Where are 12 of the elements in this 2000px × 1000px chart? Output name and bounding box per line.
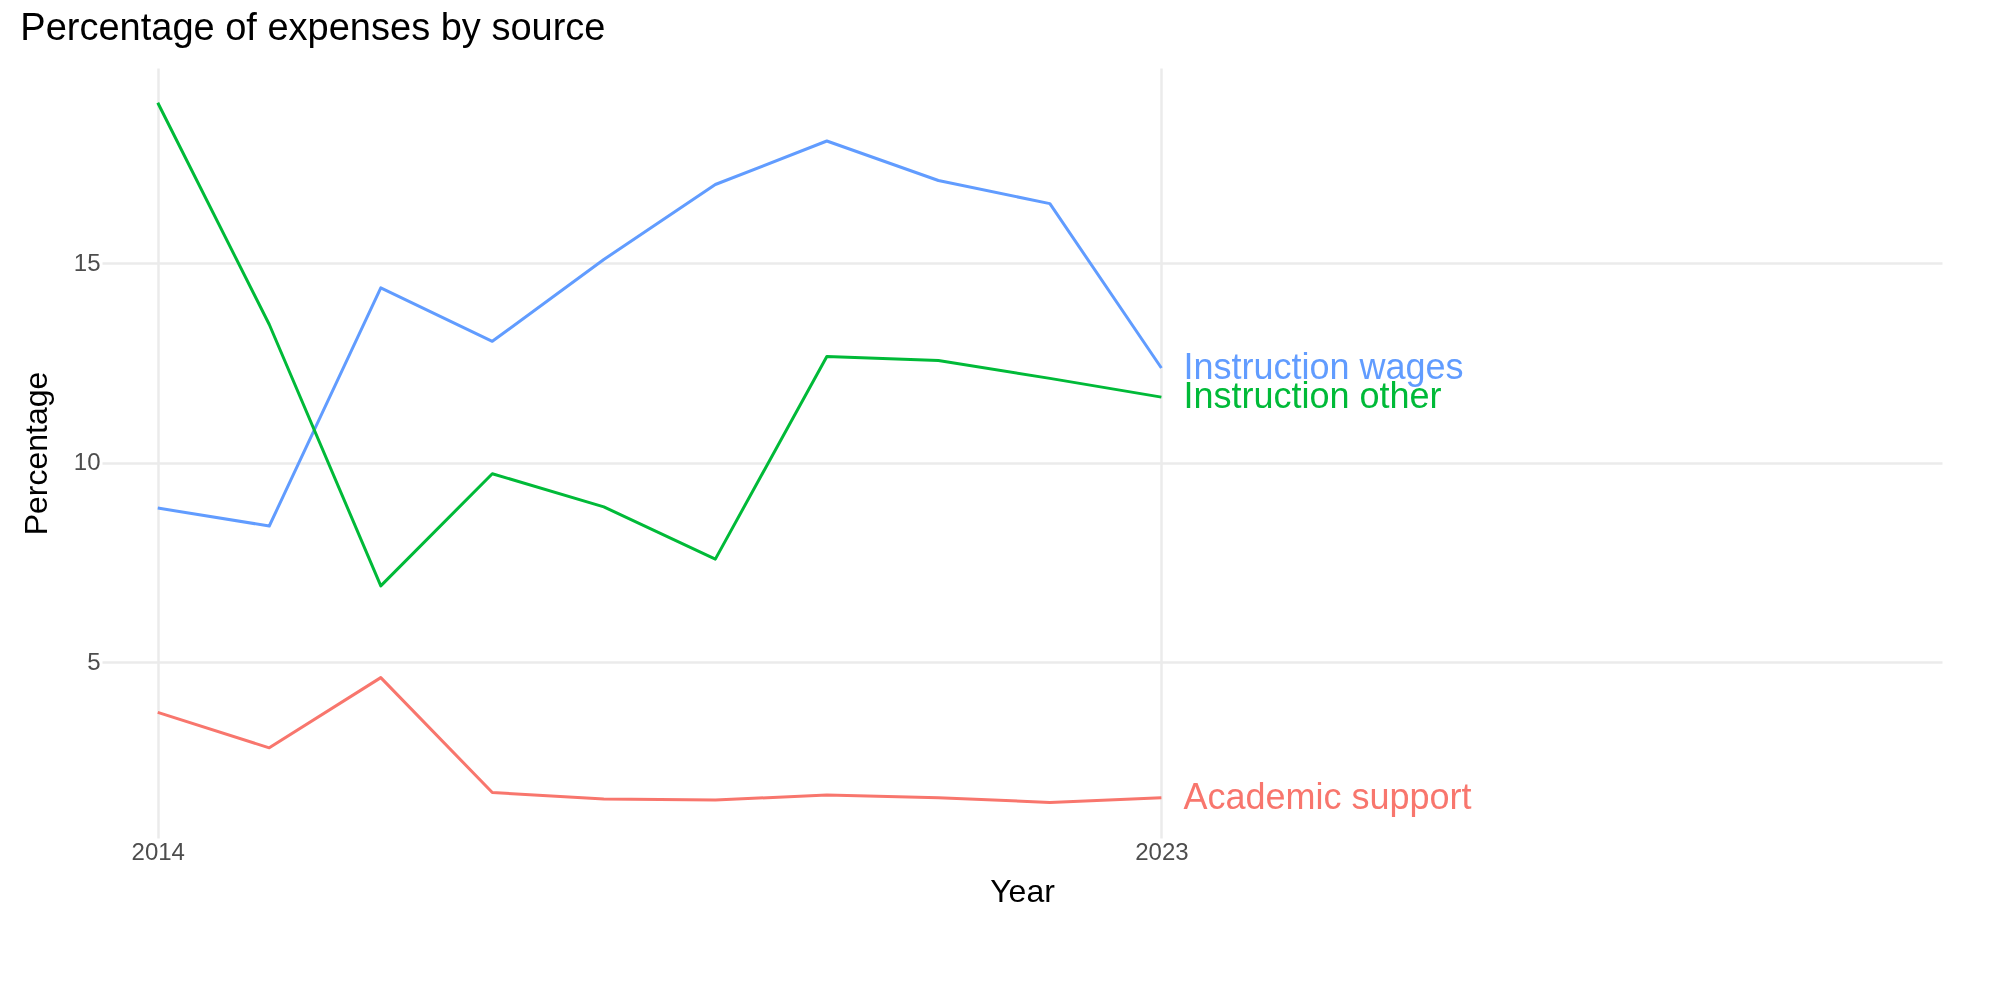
x-axis-title: Year [990, 872, 1056, 909]
x-tick-label: 2023 [1135, 837, 1189, 865]
x-tick-label: 2014 [131, 837, 185, 865]
y-axis-title: Percentage [17, 371, 54, 536]
y-tick-label: 10 [73, 448, 101, 476]
line-series [156, 139, 1163, 528]
y-tick-label: 5 [87, 647, 101, 675]
line-series [156, 676, 1163, 804]
y-tick-label: 15 [73, 248, 101, 276]
line-series [156, 101, 1163, 588]
chart-title: Percentage of expenses by source [20, 6, 606, 48]
series-label: Academic support [1183, 775, 1472, 817]
